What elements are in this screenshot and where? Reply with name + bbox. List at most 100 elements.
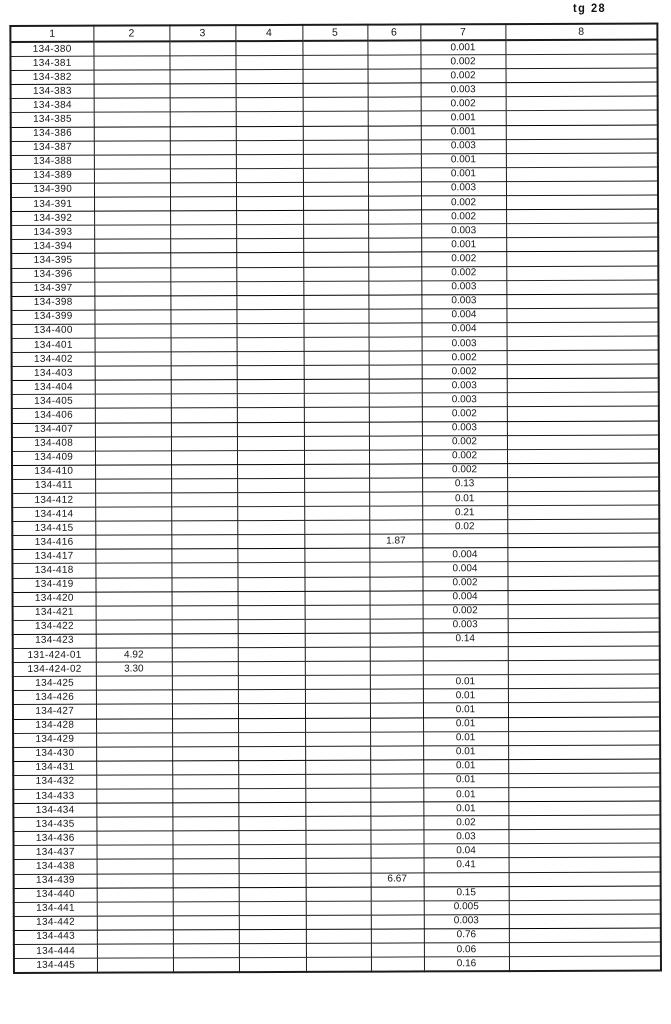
value-cell: [170, 295, 237, 310]
value-cell: 0.002: [420, 68, 506, 84]
value-cell: [237, 591, 305, 606]
value-cell: [422, 533, 508, 549]
value-cell: [508, 772, 661, 788]
value-cell: 0.02: [423, 815, 509, 831]
value-cell: [235, 125, 303, 141]
value-cell: [506, 195, 659, 210]
value-cell: [169, 41, 236, 56]
value-cell: [172, 774, 239, 789]
row-id-cell: 134-390: [10, 183, 95, 198]
value-cell: [370, 787, 424, 803]
value-cell: [94, 450, 172, 465]
value-cell: [93, 98, 170, 113]
column-header-8: 8: [505, 23, 658, 41]
value-cell: [368, 407, 422, 422]
row-id-cell: 134-380: [10, 41, 94, 57]
value-cell: [96, 943, 173, 959]
value-cell: [304, 675, 370, 690]
value-cell: [368, 280, 422, 295]
value-cell: [505, 138, 658, 154]
value-cell: [171, 689, 238, 705]
value-cell: [370, 773, 424, 789]
value-cell: [369, 703, 424, 718]
value-cell: [370, 900, 424, 915]
value-cell: [367, 40, 421, 56]
value-cell: 0.01: [423, 731, 509, 746]
value-cell: [305, 745, 371, 761]
value-cell: [507, 533, 660, 548]
value-cell: [236, 224, 304, 239]
value-cell: [236, 196, 304, 211]
value-cell: [368, 308, 422, 324]
row-id-cell: 134-392: [11, 211, 95, 226]
row-id-cell: 134-443: [13, 930, 97, 945]
value-cell: [94, 211, 171, 226]
value-cell: [96, 746, 173, 761]
row-id-cell: 134-419: [12, 577, 96, 593]
column-header-4: 4: [235, 24, 303, 42]
value-cell: [171, 633, 238, 648]
value-cell: [172, 844, 239, 860]
row-id-cell: 134-407: [11, 422, 95, 438]
value-cell: [236, 407, 304, 423]
value-cell: [95, 605, 172, 621]
value-cell: [506, 279, 659, 295]
value-cell: [508, 942, 661, 957]
value-cell: [368, 224, 422, 239]
row-id-cell: 134-404: [11, 380, 95, 395]
value-cell: [237, 478, 305, 493]
value-cell: [96, 732, 173, 747]
value-cell: [93, 41, 170, 57]
row-id-cell: 134-444: [13, 944, 97, 959]
value-cell: [170, 238, 237, 254]
value-cell: [370, 914, 424, 930]
value-cell: [95, 690, 172, 705]
value-cell: [237, 534, 305, 550]
value-cell: 0.005: [423, 900, 509, 915]
value-cell: [369, 562, 423, 577]
value-cell: [93, 168, 170, 184]
value-cell: [507, 702, 661, 718]
value-cell: 0.004: [422, 590, 508, 605]
value-cell: 0.002: [421, 435, 507, 450]
value-cell: [506, 378, 659, 393]
value-cell: [170, 436, 237, 451]
value-cell: [304, 463, 370, 479]
value-cell: [95, 563, 172, 578]
value-cell: [94, 408, 171, 423]
value-cell: [172, 929, 239, 944]
value-cell: [172, 873, 239, 888]
value-cell: [235, 40, 303, 56]
value-cell: [302, 83, 368, 98]
value-cell: [370, 886, 424, 901]
value-cell: [170, 253, 237, 268]
row-id-cell: 134-385: [10, 112, 94, 128]
row-id-cell: 134-442: [13, 915, 97, 931]
value-cell: [422, 660, 508, 676]
value-cell: [507, 688, 660, 704]
row-id-cell: 134-389: [10, 169, 94, 184]
value-cell: [369, 618, 423, 634]
value-cell: [305, 943, 371, 958]
value-cell: [505, 82, 658, 97]
value-cell: [93, 112, 170, 127]
row-id-cell: 134-420: [12, 591, 96, 607]
value-cell: [172, 943, 239, 958]
value-cell: 0.003: [421, 421, 507, 436]
value-cell: [170, 379, 237, 395]
value-cell: 0.002: [421, 407, 507, 422]
value-cell: [236, 436, 304, 451]
value-cell: 0.004: [421, 322, 507, 337]
value-cell: [369, 675, 423, 690]
value-cell: [368, 350, 422, 366]
value-cell: [169, 168, 236, 183]
value-cell: [305, 914, 371, 930]
value-cell: [171, 591, 238, 606]
value-cell: [507, 631, 660, 647]
value-cell: [170, 450, 238, 465]
row-id-cell: 134-414: [12, 507, 96, 522]
value-cell: 0.002: [421, 364, 507, 380]
row-id-cell: 134-400: [11, 324, 95, 339]
value-cell: [507, 674, 660, 689]
value-cell: 0.01: [422, 491, 508, 507]
